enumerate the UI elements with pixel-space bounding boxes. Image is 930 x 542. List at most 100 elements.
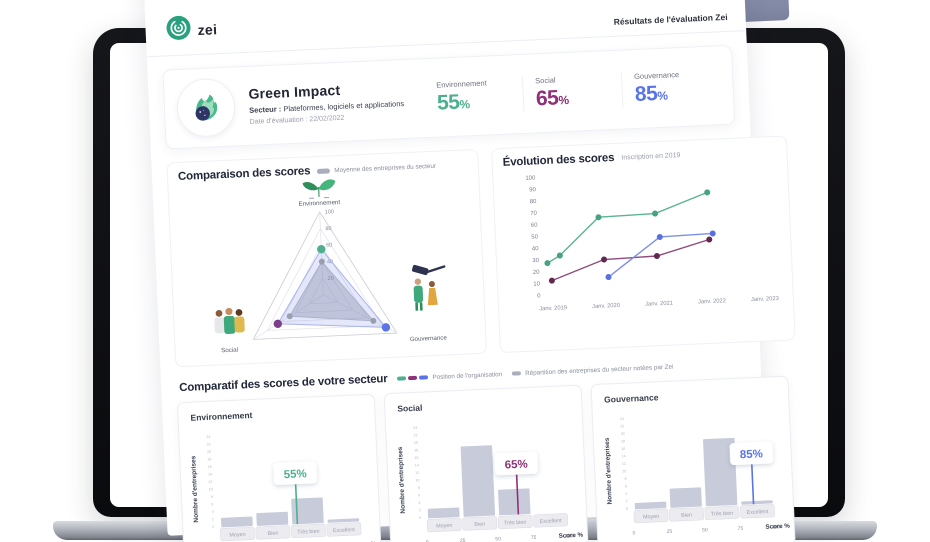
- page-title: Résultats de l'évaluation Zei: [613, 11, 728, 27]
- score-badge-value: 85%: [740, 448, 764, 461]
- y-tick: 22: [620, 424, 624, 428]
- category-label: Bien: [681, 512, 692, 518]
- category-label: Bien: [267, 530, 278, 536]
- radar-scale-label: 100: [325, 209, 334, 215]
- radar-axis-gouvernance: Gouvernance: [410, 334, 448, 343]
- score-value: 55%: [436, 90, 470, 115]
- category-pill: [255, 525, 291, 540]
- evolution-subtitle: Inscription en 2019: [621, 151, 681, 162]
- distribution-bar: [703, 437, 738, 507]
- y-tick: 100: [525, 175, 536, 181]
- dashboard-main: Green Impact Secteur : Plateformes, logi…: [147, 44, 796, 542]
- line-point: [709, 230, 716, 237]
- category-label: Excellent: [333, 527, 356, 534]
- category-pill: [739, 504, 775, 519]
- org-legend-dash: [408, 375, 418, 381]
- y-tick: 40: [532, 246, 540, 252]
- x-axis-label: Score %: [765, 523, 790, 531]
- gavel-icon: [411, 264, 446, 311]
- category-pill: [633, 508, 669, 524]
- line-point: [556, 252, 563, 259]
- y-tick: 4: [212, 510, 214, 514]
- evolution-line-chart: 0 10 20 30 40 50 60 70 80 90 100 Janv. 2019 Janv. 20…: [503, 157, 786, 326]
- radar-axis-social: Social: [221, 347, 238, 355]
- y-tick: 20: [533, 270, 541, 276]
- company-info: Green Impact Secteur : Plateformes, logi…: [248, 78, 426, 126]
- y-tick: 12: [622, 462, 626, 466]
- y-tick: 30: [532, 258, 540, 264]
- bar-cards-row: Environnement Nombre d'entreprises 0 2 4 6 8 1…: [176, 375, 796, 542]
- y-tick: 24: [206, 435, 210, 439]
- y-tick: 18: [621, 439, 625, 443]
- line-point: [706, 236, 713, 243]
- category-pill: [533, 513, 569, 528]
- zei-brand: zei: [165, 13, 218, 46]
- x-tick: 75: [531, 535, 537, 541]
- y-tick: 6: [625, 484, 627, 488]
- y-tick: 0: [626, 507, 628, 511]
- radar-chart: 100 80 60 40 20 Environnement Social Gouvernanc…: [178, 170, 478, 364]
- category-label: Très bien: [297, 529, 320, 536]
- bar-card: Gouvernance Nombre d'entreprises 0 2 4 6 8 10 1…: [590, 375, 796, 542]
- y-tick: 22: [413, 433, 417, 437]
- line-point: [652, 210, 659, 217]
- plant-icon: [302, 179, 336, 199]
- y-axis-label: Nombre d'entreprises: [397, 446, 407, 514]
- line-point: [656, 233, 663, 240]
- y-tick: 2: [626, 499, 628, 503]
- y-tick: 0: [537, 293, 541, 299]
- category-label: Excellent: [746, 509, 769, 516]
- y-tick: 20: [207, 450, 211, 454]
- y-tick: 0: [419, 516, 421, 520]
- category-label: Moyen: [643, 514, 659, 521]
- distribution-bar: [327, 518, 360, 523]
- category-pill: [704, 505, 740, 521]
- y-tick: 8: [418, 486, 420, 490]
- y-tick: 14: [415, 463, 419, 467]
- category-pill: [219, 526, 255, 542]
- y-tick: 14: [622, 454, 626, 458]
- dashboard-panel: zei Résultats de l'évaluation Zei: [142, 0, 796, 542]
- y-tick: 18: [414, 448, 418, 452]
- y-tick: 20: [414, 441, 418, 445]
- distribution-bar: [256, 511, 289, 526]
- category-label: Très bien: [711, 511, 734, 518]
- line-point: [548, 277, 555, 284]
- radar-scale-label: 40: [327, 259, 333, 265]
- bar-card: Environnement Nombre d'entreprises 0 2 4 6 8 1…: [176, 393, 383, 542]
- x-tick: 100: [772, 524, 781, 530]
- score-value: 65%: [535, 85, 569, 110]
- x-tick: 25: [667, 529, 673, 535]
- x-tick: 50: [702, 527, 708, 533]
- line-point: [704, 189, 711, 196]
- score-badge: [729, 441, 774, 466]
- radar-scale-label: 20: [327, 276, 333, 282]
- score-column: Environnement 55%: [424, 76, 523, 115]
- y-tick: 18: [207, 457, 211, 461]
- org-legend-dash: [397, 376, 407, 381]
- company-avatar: [175, 77, 237, 138]
- org-legend-label: Position de l'organisation: [432, 370, 503, 381]
- radar-point: [370, 317, 377, 324]
- x-tick: Janv. 2023: [751, 296, 779, 303]
- sector-legend-dash: [512, 371, 522, 376]
- comparison-block: Comparaison des scores Moyenne des entre…: [166, 148, 488, 368]
- y-tick: 90: [529, 187, 537, 193]
- y-tick: 2: [212, 517, 214, 521]
- x-tick: 100: [565, 533, 574, 539]
- x-axis-label: Score %: [352, 541, 377, 542]
- category-pill: [462, 516, 498, 531]
- y-tick: 6: [418, 493, 420, 497]
- score-marker-line: [515, 474, 520, 515]
- y-tick: 6: [211, 502, 213, 506]
- distribution-bar: [741, 500, 773, 505]
- y-tick: 10: [533, 282, 541, 288]
- radar-scale-label: 80: [325, 226, 331, 232]
- charts-row: Comparaison des scores Moyenne des entre…: [166, 135, 796, 368]
- score-badge: [494, 451, 538, 476]
- radar-scale-label: 60: [326, 243, 332, 249]
- y-tick: 24: [413, 426, 417, 430]
- category-pill: [497, 514, 533, 530]
- category-pill: [669, 507, 705, 522]
- line-point: [544, 260, 551, 267]
